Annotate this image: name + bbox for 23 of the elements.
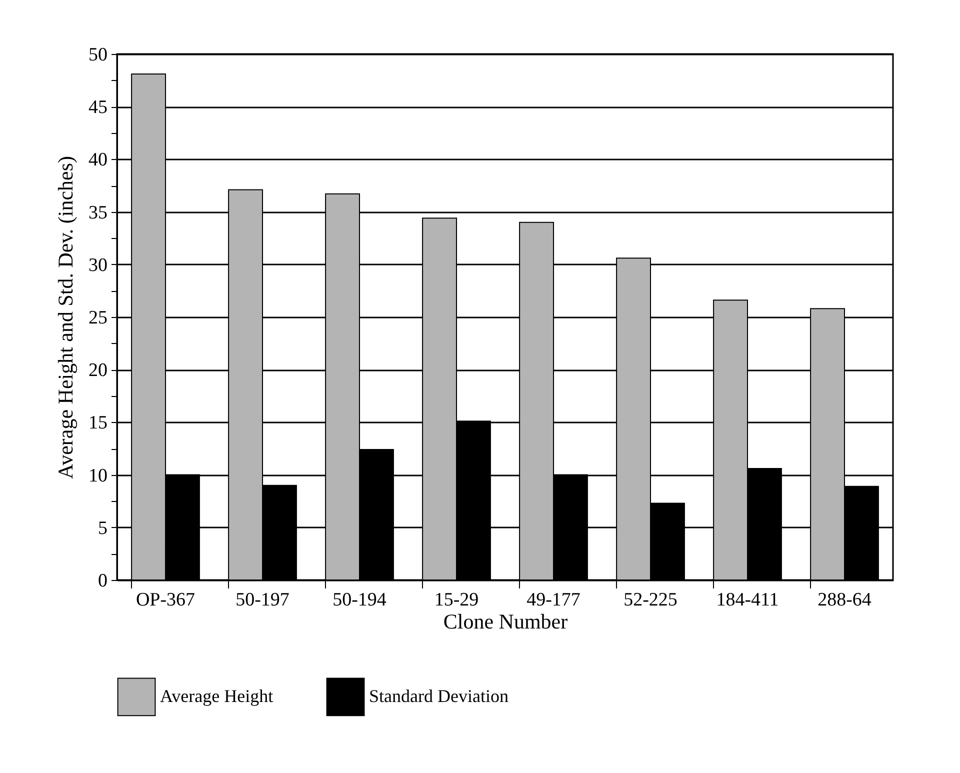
y-tick-label: 40 bbox=[88, 150, 108, 171]
x-tick-label: 50-194 bbox=[332, 590, 387, 610]
x-tick-label: 52-225 bbox=[624, 590, 678, 610]
y-tick-label: 0 bbox=[98, 570, 108, 592]
x-tick-label: 49-177 bbox=[526, 590, 580, 610]
x-tick-label: 50-197 bbox=[236, 590, 290, 610]
y-tick-label: 35 bbox=[88, 202, 108, 224]
y-tick-label: 25 bbox=[88, 308, 108, 328]
x-tick-label: OP-367 bbox=[136, 590, 196, 610]
y-tick-label: 10 bbox=[88, 465, 108, 486]
y-tick-label: 20 bbox=[88, 360, 108, 382]
y-tick-label: 5 bbox=[98, 518, 108, 539]
y-tick-label: 45 bbox=[88, 97, 108, 118]
y-tick-label: 50 bbox=[88, 44, 108, 66]
y-tick-label: 15 bbox=[88, 412, 108, 434]
x-tick-label: 15-29 bbox=[434, 590, 479, 610]
x-tick-label: 184-411 bbox=[716, 590, 779, 610]
y-axis-title: Average Height and Std. Dev. (inches) bbox=[54, 156, 78, 480]
legend-label: Average Height bbox=[160, 686, 274, 706]
legend-label: Standard Deviation bbox=[369, 686, 508, 706]
x-axis-title: Clone Number bbox=[443, 610, 568, 634]
y-tick-label: 30 bbox=[88, 254, 108, 276]
x-tick-label: 288-64 bbox=[818, 590, 872, 610]
